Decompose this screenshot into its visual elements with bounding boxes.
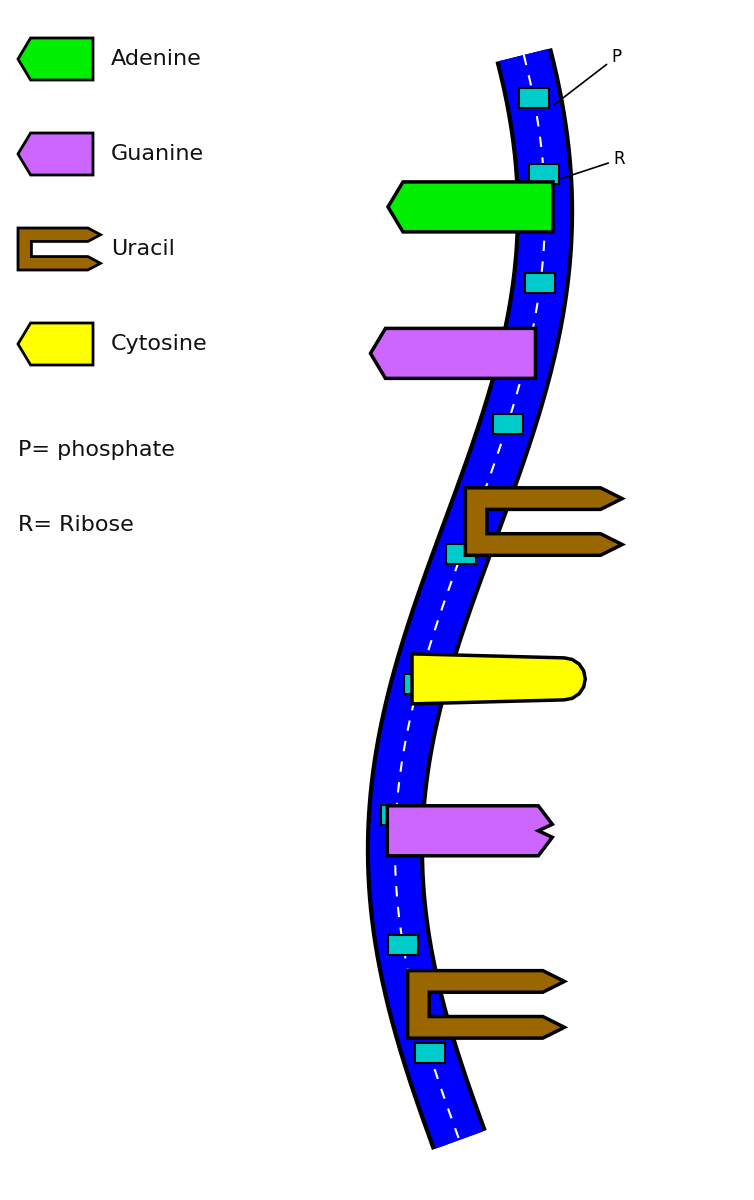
Polygon shape (18, 133, 93, 175)
Bar (526, 272, 556, 293)
Text: P= phosphate: P= phosphate (18, 440, 175, 460)
Polygon shape (388, 182, 553, 232)
Bar (529, 164, 559, 185)
Bar (415, 1043, 445, 1063)
Bar (492, 414, 523, 434)
Polygon shape (465, 487, 622, 556)
Bar (446, 544, 477, 564)
Text: Uracil: Uracil (111, 239, 175, 259)
Text: Cytosine: Cytosine (111, 334, 207, 354)
Bar (381, 804, 411, 824)
Polygon shape (388, 805, 553, 856)
Polygon shape (18, 38, 93, 80)
Polygon shape (18, 228, 100, 270)
Text: Guanine: Guanine (111, 144, 204, 164)
Text: R: R (562, 150, 625, 179)
Bar (403, 674, 434, 695)
Text: R= Ribose: R= Ribose (18, 515, 133, 535)
Polygon shape (18, 323, 93, 365)
Polygon shape (412, 654, 585, 704)
Polygon shape (408, 971, 565, 1038)
Text: P: P (554, 48, 622, 104)
Text: Adenine: Adenine (111, 49, 202, 68)
Polygon shape (370, 329, 535, 378)
Bar (519, 89, 549, 108)
Bar (388, 935, 418, 955)
